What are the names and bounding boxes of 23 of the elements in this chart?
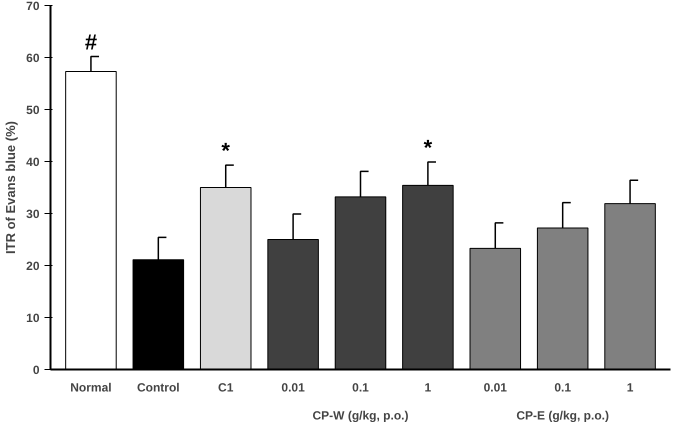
text: CP-W (g/kg, p.o.) — [312, 408, 408, 422]
x-tick-label: Control — [137, 380, 180, 394]
x-tick-label: 0.01 — [281, 380, 306, 394]
y-tick-label: 40 — [26, 155, 40, 169]
x-tick-label: 0.1 — [554, 380, 572, 394]
x-tick-label: 1 — [424, 380, 432, 394]
y-tick-label: 70 — [26, 0, 40, 13]
y-tick-label: 60 — [26, 51, 40, 65]
annotation: * — [424, 135, 433, 160]
y-tick-label: 30 — [26, 207, 40, 221]
x-tick-label: 1 — [626, 380, 634, 394]
annotation: # — [84, 29, 98, 54]
y-axis-title: ITR of Evans blue (%) — [3, 121, 18, 254]
y-tick-label: 20 — [26, 259, 40, 273]
x-tick-label: Normal — [70, 380, 112, 394]
x-tick-label: 0.1 — [352, 380, 370, 394]
x-tick-label: C1 — [218, 380, 234, 394]
y-tick-label: 50 — [26, 103, 40, 117]
annotation: * — [221, 138, 230, 164]
y-tick-label: 0 — [32, 363, 40, 377]
x-tick-label: 0.01 — [484, 380, 508, 394]
y-tick-label: 10 — [26, 311, 40, 325]
text: CP-E (g/kg, p.o.) — [516, 408, 610, 422]
